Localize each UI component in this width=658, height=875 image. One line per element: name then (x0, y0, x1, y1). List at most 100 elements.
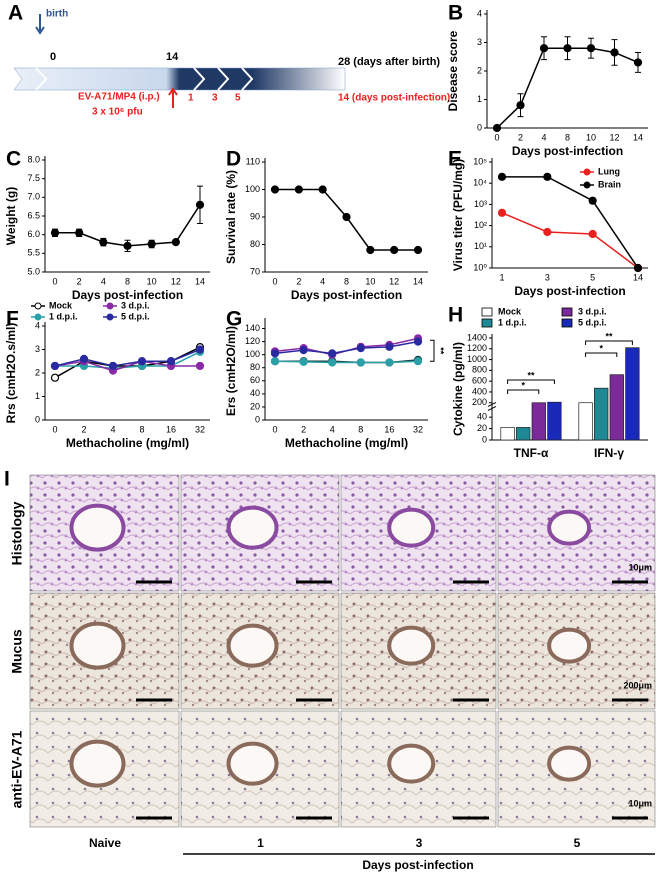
annotation: ** (436, 347, 446, 355)
data-point (586, 44, 596, 53)
y-tick-label: 10¹ (474, 241, 487, 251)
y-tick-label: 600 (472, 376, 487, 386)
x-tick-label: 32 (413, 424, 423, 434)
data-point (299, 357, 308, 366)
legend-swatch (561, 318, 573, 328)
x-tick-label: 10 (365, 276, 375, 286)
y-tick-label: 90 (250, 211, 260, 221)
bar (531, 402, 546, 441)
x-tick-label: 12 (171, 276, 181, 286)
x-tick-label: 0 (272, 424, 277, 434)
y-tick-label: 20 (477, 423, 487, 433)
y-axis-label: Survival rate (%) (224, 170, 238, 264)
data-point (299, 345, 308, 355)
x-tick-label: 8 (565, 132, 570, 142)
data-point (318, 185, 327, 194)
annotation: * (599, 343, 603, 353)
scale-label: 10μm (628, 798, 652, 808)
axis-break (487, 401, 497, 411)
data-point (385, 342, 394, 351)
data-point (328, 358, 337, 367)
x-tick-label: 4 (330, 424, 335, 434)
annotation-bracket (585, 352, 618, 357)
y-tick-label: 8.0 (27, 154, 40, 164)
y-tick-label: 3 (477, 37, 482, 47)
data-point (270, 357, 280, 366)
row-label: Mucus (9, 629, 25, 674)
panel-label: F (6, 308, 19, 331)
data-point (195, 345, 205, 354)
x-tick-label: 2 (77, 276, 82, 286)
data-point (50, 361, 60, 371)
x-tick-label: 4 (541, 132, 546, 142)
data-point (270, 185, 280, 194)
data-point (563, 44, 572, 53)
y-tick-label: 400 (472, 386, 487, 396)
panel-label: B (448, 2, 463, 25)
data-point (539, 44, 549, 53)
data-point (75, 228, 84, 237)
data-point (413, 245, 423, 255)
x-tick-label: 2 (301, 424, 306, 434)
x-tick-label: 4 (320, 276, 325, 286)
data-point (366, 245, 375, 255)
x-axis-label: Days post-infection (72, 288, 183, 302)
y-tick-label: 6.5 (27, 210, 40, 220)
x-axis-label: Days post-infection (512, 144, 623, 158)
y-tick-label: 3 (35, 344, 40, 354)
annotation: ** (527, 370, 535, 380)
y-tick-label: 60 (250, 375, 260, 385)
bar (594, 387, 609, 441)
annotation-bracket (430, 339, 435, 362)
y-tick-label: 7.5 (27, 173, 40, 183)
x-tick-label: 2 (81, 424, 86, 434)
x-tick-label: 2 (518, 132, 523, 142)
data-point (108, 361, 118, 371)
data-point (543, 172, 552, 181)
x-tick-label: 14 (633, 132, 643, 142)
data-point (610, 48, 619, 57)
timeline-bar (13, 67, 346, 91)
x-tick-label: 0 (494, 132, 499, 142)
scale-label: 10μm (628, 562, 652, 572)
x-tick-label: 16 (166, 424, 176, 434)
data-point (633, 263, 643, 273)
column-label: Naive (89, 836, 121, 850)
day-label: 0 (50, 51, 56, 63)
birth-arrow (35, 14, 45, 35)
data-point (497, 208, 507, 217)
y-tick-label: 20 (250, 401, 260, 411)
y-axis-label: Ers (cmH2O/ml) (224, 326, 238, 416)
chevron (35, 67, 254, 91)
histology-panel: I Histology 10μm Mucus 200μm anti-EV-A71 10μm… (4, 468, 656, 872)
airway (387, 507, 436, 548)
y-tick-label: 1400 (467, 332, 487, 342)
series-line (54, 348, 201, 367)
airway (226, 741, 279, 786)
x-axis-label: Methacholine (mg/ml) (66, 436, 189, 450)
birth-label: birth (46, 9, 68, 20)
x-tick-label: 10 (586, 132, 596, 142)
series-line (54, 360, 200, 372)
y-tick-label: 5.0 (27, 266, 40, 276)
column-label: 1 (257, 836, 264, 850)
legend-label: 3 d.p.i. (121, 300, 150, 310)
data-point (390, 245, 399, 255)
legend-label: 3 d.p.i. (578, 306, 607, 316)
dpi-label: 14 (days post-infection) (338, 93, 450, 104)
x-tick-label: TNF-α (514, 446, 549, 460)
data-point (356, 344, 365, 353)
data-point (270, 349, 280, 358)
data-point (171, 238, 180, 247)
data-point (195, 200, 205, 209)
x-tick-label: 14 (633, 272, 643, 282)
y-tick-label: 6.0 (27, 229, 40, 239)
annotation: * (521, 380, 525, 390)
data-point (195, 361, 205, 371)
data-point (342, 212, 351, 222)
data-point (633, 58, 643, 67)
x-tick-label: 14 (195, 276, 205, 286)
data-point (413, 337, 423, 346)
x-axis-label: Days post-infection (514, 284, 625, 298)
legend-label: 1 d.p.i. (49, 311, 78, 321)
